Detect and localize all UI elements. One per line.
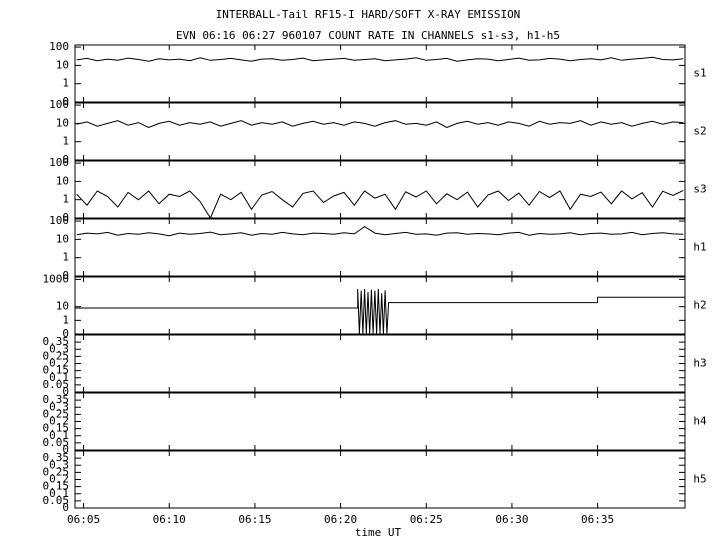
panel-label: h2 — [693, 299, 706, 312]
y-tick-label: 0 — [62, 385, 69, 398]
y-tick-label: 0 — [62, 501, 69, 514]
y-tick-label: 0.05 — [43, 494, 70, 507]
panel-frame — [74, 160, 686, 219]
y-tick-label: 0.35 — [43, 451, 70, 464]
panel-frame — [74, 44, 686, 103]
y-tick-label: 1000 — [43, 272, 70, 285]
panel-label: h4 — [693, 415, 707, 428]
y-tick-label: 0 — [62, 95, 69, 108]
trace — [76, 189, 684, 220]
y-tick-label: 100 — [49, 98, 69, 111]
x-tick-label: 06:35 — [581, 513, 614, 526]
x-tick-label: 06:25 — [410, 513, 443, 526]
y-tick-label: 0 — [62, 443, 69, 456]
y-tick-label: 10 — [56, 300, 69, 313]
trace — [76, 120, 684, 129]
y-tick-label: 0 — [62, 211, 69, 224]
panel-label: h3 — [693, 357, 706, 370]
y-tick-label: 0.35 — [43, 393, 70, 406]
y-tick-label: 10 — [56, 232, 69, 245]
y-tick-label: 0 — [62, 269, 69, 282]
y-tick-label: 0.15 — [43, 480, 70, 493]
y-tick-label: 0 — [62, 327, 69, 340]
y-tick-label: 0.3 — [49, 458, 69, 471]
y-tick-label: 0.3 — [49, 342, 69, 355]
y-tick-label: 0.15 — [43, 364, 70, 377]
y-tick-label: 1 — [62, 77, 69, 90]
y-tick-label: 0.1 — [49, 371, 69, 384]
panel-frame — [74, 392, 686, 451]
y-tick-label: 0.25 — [43, 407, 70, 420]
x-tick-label: 06:30 — [495, 513, 528, 526]
y-tick-label: 1 — [62, 193, 69, 206]
y-tick-label: 0.25 — [43, 465, 70, 478]
x-tick-label: 06:10 — [153, 513, 186, 526]
x-tick-label: 06:05 — [67, 513, 100, 526]
panel-label: s2 — [693, 125, 706, 138]
panel-frame — [74, 334, 686, 393]
x-tick-label: 06:20 — [324, 513, 357, 526]
y-tick-label: 0.25 — [43, 349, 70, 362]
x-tick-label: 06:15 — [238, 513, 271, 526]
y-tick-label: 10 — [56, 58, 69, 71]
panel-frame — [74, 102, 686, 161]
y-tick-label: 0.2 — [49, 357, 69, 370]
panel-label: s1 — [693, 67, 706, 80]
trace — [76, 225, 684, 237]
y-tick-label: 1 — [62, 313, 69, 326]
trace — [75, 288, 685, 335]
panel-label: s3 — [693, 183, 706, 196]
chart-subtitle: EVN 06:16 06:27 960107 COUNT RATE IN CHA… — [176, 29, 560, 42]
y-tick-label: 0.2 — [49, 415, 69, 428]
y-tick-label: 0.05 — [43, 378, 70, 391]
y-tick-label: 0.3 — [49, 400, 69, 413]
panel-frame — [74, 218, 686, 277]
y-tick-label: 100 — [49, 214, 69, 227]
y-tick-label: 0.35 — [43, 335, 70, 348]
y-tick-label: 1 — [62, 251, 69, 264]
chart-title: INTERBALL-Tail RF15-I HARD/SOFT X-RAY EM… — [216, 8, 521, 21]
y-tick-label: 0 — [62, 153, 69, 166]
x-axis-label: time UT — [355, 526, 402, 539]
y-tick-label: 0.1 — [49, 429, 69, 442]
trace — [76, 56, 684, 62]
y-tick-label: 100 — [49, 156, 69, 169]
panel-frame — [74, 450, 686, 509]
y-tick-label: 10 — [56, 116, 69, 129]
panel-label: h5 — [693, 473, 706, 486]
y-tick-label: 10 — [56, 174, 69, 187]
y-tick-label: 0.05 — [43, 436, 70, 449]
y-tick-label: 0.15 — [43, 422, 70, 435]
y-tick-label: 100 — [49, 40, 69, 53]
y-tick-label: 0.2 — [49, 473, 69, 486]
y-tick-label: 0.1 — [49, 487, 69, 500]
y-tick-label: 1 — [62, 135, 69, 148]
panel-label: h1 — [693, 241, 706, 254]
